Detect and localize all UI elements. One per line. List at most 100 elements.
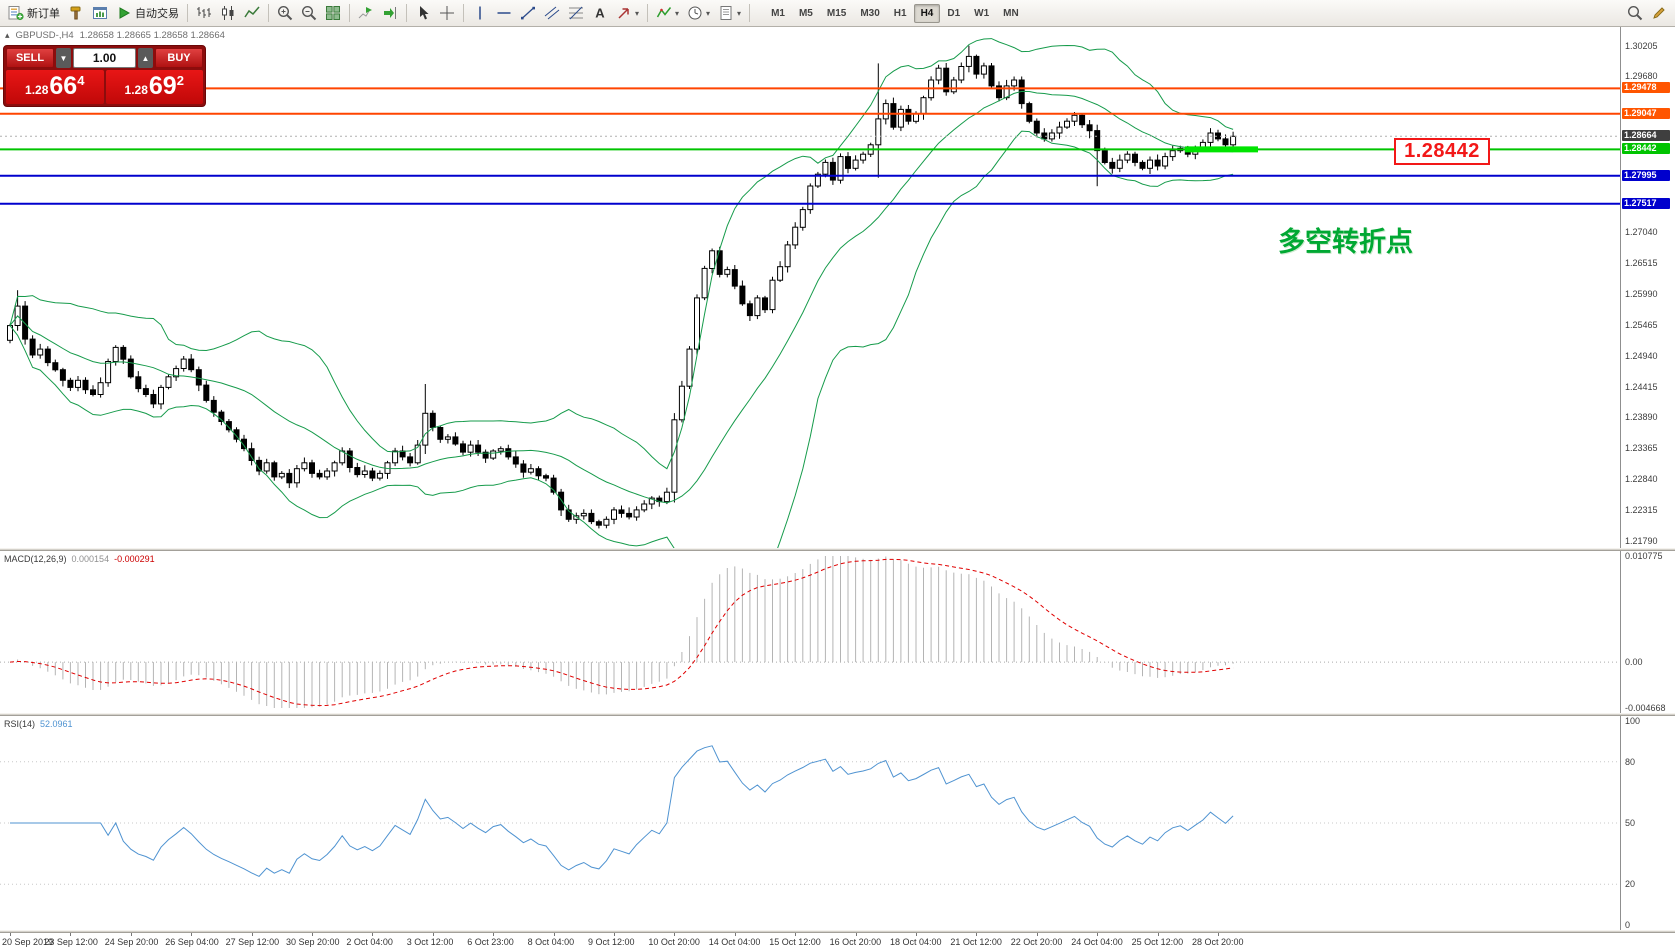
rsi-panel[interactable]: RSI(14) 52.0961	[0, 716, 1620, 930]
timeframe-m5-button[interactable]: M5	[798, 7, 813, 19]
bar-chart-mode-button[interactable]	[192, 2, 216, 24]
zoom-out-icon	[301, 5, 317, 21]
time-tick	[976, 933, 978, 936]
buy-price-sup: 2	[176, 73, 184, 88]
price-axis-label: 1.24415	[1625, 381, 1658, 392]
volume-increase-button[interactable]: ▲	[138, 48, 153, 68]
rsi-axis[interactable]: 100 80 50 20 0	[1620, 716, 1675, 930]
horizontal-line-tool-button[interactable]	[492, 2, 516, 24]
time-axis-label: 21 Oct 12:00	[950, 937, 1002, 947]
new-order-button[interactable]: 新订单	[4, 2, 64, 24]
sell-button[interactable]: SELL	[6, 48, 54, 68]
trend-icon	[520, 5, 536, 21]
channel-tool-button[interactable]	[540, 2, 564, 24]
toolbar-button-group: 新订单 自动交易 A ▾ ▾ ▾ ▾	[4, 2, 754, 24]
one-click-collapse-icon[interactable]: ▴	[5, 30, 10, 40]
zoom-out-button[interactable]	[297, 2, 321, 24]
price-tag: 1.27517	[1622, 197, 1670, 209]
search-button[interactable]	[1623, 2, 1647, 24]
autotrading-button[interactable]: 自动交易	[112, 2, 183, 24]
timeframe-d1-button[interactable]: D1	[947, 7, 961, 19]
zoom-in-button[interactable]	[273, 2, 297, 24]
chevron-down-icon: ▾	[675, 8, 680, 18]
arrows-tool-button[interactable]: ▾	[612, 2, 643, 24]
chart-window-icon	[92, 5, 108, 21]
time-tick	[614, 933, 615, 936]
arrow-icon	[616, 5, 632, 21]
text-tool-button[interactable]: A	[588, 2, 612, 24]
time-axis[interactable]: 20 Sep 2019 23 Sep 12:00 24 Sep 20:00 26 Se…	[0, 933, 1675, 950]
time-axis-label: 23 Sep 12:00	[44, 937, 98, 947]
volume-input[interactable]: 1.00	[73, 48, 136, 68]
zoom-in-icon	[277, 5, 293, 21]
time-axis-label: 25 Oct 12:00	[1131, 937, 1184, 947]
time-axis-label: 2 Oct 04:00	[346, 937, 393, 947]
timeframe-m15-button[interactable]: M15	[826, 7, 847, 19]
pencil-icon	[1651, 5, 1667, 21]
price-axis-label: 1.29680	[1625, 71, 1658, 82]
timeframe-mn-button[interactable]: MN	[1003, 7, 1019, 19]
hline-icon	[496, 5, 512, 21]
sell-price-display[interactable]: 1.28 66 4	[6, 70, 104, 104]
templates-menu-button[interactable]: ▾	[714, 2, 745, 24]
tile-windows-button[interactable]	[321, 2, 345, 24]
rsi-label: RSI(14) 52.0961	[4, 719, 73, 729]
periods-menu-button[interactable]: ▾	[683, 2, 714, 24]
time-tick	[70, 933, 72, 936]
time-axis-label: 24 Sep 20:00	[104, 937, 159, 947]
chart-header: ▴ GBPUSD-,H4 1.28658 1.28665 1.28658 1.2…	[5, 30, 225, 41]
time-tick	[493, 933, 495, 936]
svg-text:A: A	[595, 6, 605, 21]
crosshair-tool-button[interactable]	[435, 2, 459, 24]
new-chart-button[interactable]	[88, 2, 112, 24]
time-axis-label: 18 Oct 04:00	[890, 937, 942, 947]
macd-chart[interactable]	[0, 551, 1620, 713]
rsi-chart[interactable]	[0, 716, 1620, 930]
edit-button[interactable]	[1647, 2, 1671, 24]
rsi-axis-label: 100	[1625, 716, 1641, 726]
sell-price-sup: 4	[77, 73, 85, 88]
time-axis-label: 9 Oct 12:00	[588, 937, 635, 947]
timeframe-h4-button[interactable]: H4	[913, 3, 941, 23]
turning-point-annotation[interactable]: 多空转折点	[1278, 227, 1413, 257]
line-icon	[244, 5, 260, 21]
indicators-menu-button[interactable]: ▾	[652, 2, 683, 24]
time-tick	[855, 933, 857, 936]
panel-separator[interactable]	[0, 713, 1675, 716]
timeframe-w1-button[interactable]: W1	[974, 7, 990, 19]
main-chart-panel[interactable]	[0, 27, 1620, 548]
line-chart-mode-button[interactable]	[240, 2, 264, 24]
price-axis[interactable]: 1.30205 1.29680 1.27040 1.26515 1.25990 1.254…	[1620, 27, 1675, 548]
price-tag: 1.29478	[1622, 82, 1670, 94]
buy-button[interactable]: BUY	[155, 48, 203, 68]
chart-shift-button[interactable]	[378, 2, 402, 24]
rsi-axis-label: 50	[1625, 818, 1636, 828]
fibonacci-tool-button[interactable]	[564, 2, 588, 24]
candlestick-mode-button[interactable]	[216, 2, 240, 24]
cursor-tool-button[interactable]	[411, 2, 435, 24]
macd-panel[interactable]: MACD(12,26,9) 0.000154 -0.000291	[0, 551, 1620, 713]
candlestick-chart[interactable]	[0, 27, 1620, 548]
macd-axis[interactable]: 0.010775 0.00 -0.004668	[1620, 551, 1675, 713]
panel-separator[interactable]	[0, 548, 1675, 551]
hammer-icon	[68, 5, 84, 21]
timeframe-m1-button[interactable]: M1	[771, 7, 785, 19]
expert-advisors-button[interactable]	[64, 2, 88, 24]
timeframe-h1-button[interactable]: H1	[893, 7, 907, 19]
chevron-down-icon: ▾	[635, 8, 640, 18]
timeframe-m30-button[interactable]: M30	[860, 7, 880, 19]
buy-price-display[interactable]: 1.28 69 2	[105, 70, 203, 104]
panel-separator[interactable]	[0, 930, 1675, 933]
toolbar-separator	[268, 4, 269, 22]
price-axis-label: 1.26515	[1625, 257, 1658, 268]
price-annotation-label[interactable]: 1.28442	[1394, 138, 1490, 165]
volume-decrease-button[interactable]: ▼	[56, 48, 71, 68]
auto-scroll-button[interactable]	[354, 2, 378, 24]
time-tick	[312, 933, 313, 936]
time-axis-label: 26 Sep 04:00	[165, 937, 219, 947]
vertical-line-tool-button[interactable]	[468, 2, 492, 24]
trendline-tool-button[interactable]	[516, 2, 540, 24]
toolbar-separator	[647, 4, 649, 22]
price-axis-label: 1.27040	[1625, 226, 1658, 237]
rsi-axis-label: 20	[1625, 879, 1636, 890]
